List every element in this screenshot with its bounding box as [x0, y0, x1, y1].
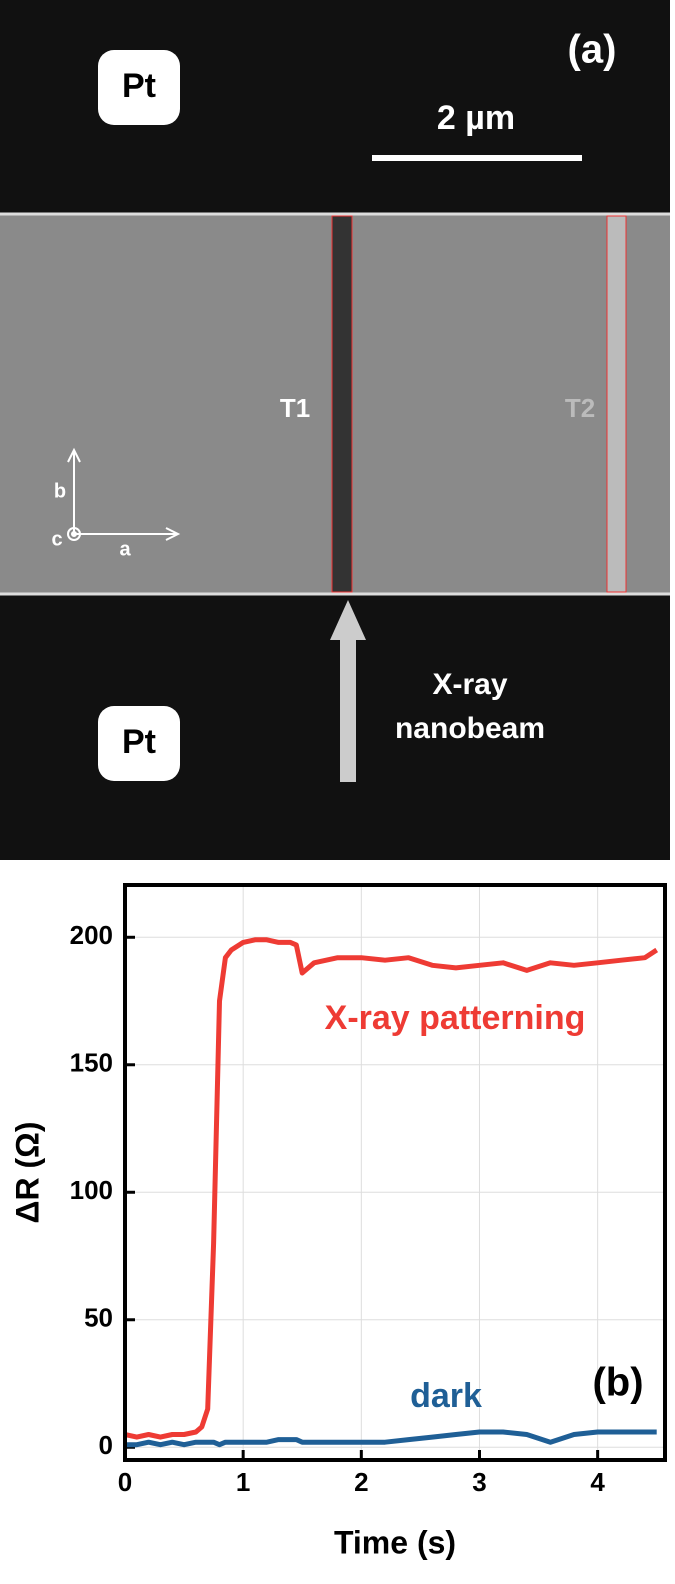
y-tick-label: 0 [99, 1430, 113, 1460]
panel-label: (b) [592, 1361, 643, 1405]
crystal-axes [67, 447, 181, 541]
pt-label: Pt [122, 67, 156, 105]
x-tick-label: 3 [472, 1467, 486, 1497]
sem-image: (a) Pt Pt 2 µm T1 T2 b c a X-ray nanobea… [0, 0, 670, 860]
beam-arrow [330, 600, 366, 782]
data-line [124, 937, 659, 1440]
y-axis-label: ΔR (Ω) [9, 1122, 45, 1224]
data-line [125, 1429, 657, 1448]
pt-pad [98, 50, 180, 125]
x-tick-label: 0 [118, 1467, 132, 1497]
x-tick-label: 1 [236, 1467, 250, 1497]
x-axis-label: Time (s) [334, 1524, 456, 1560]
pt-pad [98, 706, 180, 781]
series-label: X-ray patterning [325, 999, 586, 1037]
x-tick-label: 4 [590, 1467, 605, 1497]
axis-label: c [51, 528, 62, 550]
y-tick-label: 150 [70, 1048, 113, 1078]
pt-label: Pt [122, 723, 156, 761]
chart-b: 0 50 100 150 200 0 1 2 3 4 X-ray patterning dark (b)… [9, 883, 667, 1560]
t2-region [606, 215, 627, 593]
t1-label: T1 [280, 393, 310, 423]
x-tick-label: 2 [354, 1467, 368, 1497]
beam-label: X-ray [432, 668, 507, 701]
panel-label: (a) [568, 28, 617, 72]
scale-label: 2 µm [437, 99, 515, 137]
axis-label: a [119, 538, 131, 560]
y-tick-label: 50 [84, 1303, 113, 1333]
beam-label: nanobeam [395, 712, 545, 745]
plot-frame [123, 883, 667, 1462]
t1-region [331, 215, 353, 593]
t2-label: T2 [565, 393, 595, 423]
y-tick-label: 100 [70, 1175, 113, 1205]
axis-label: b [54, 480, 66, 502]
series-label: dark [410, 1377, 482, 1415]
y-tick-label: 200 [70, 920, 113, 950]
